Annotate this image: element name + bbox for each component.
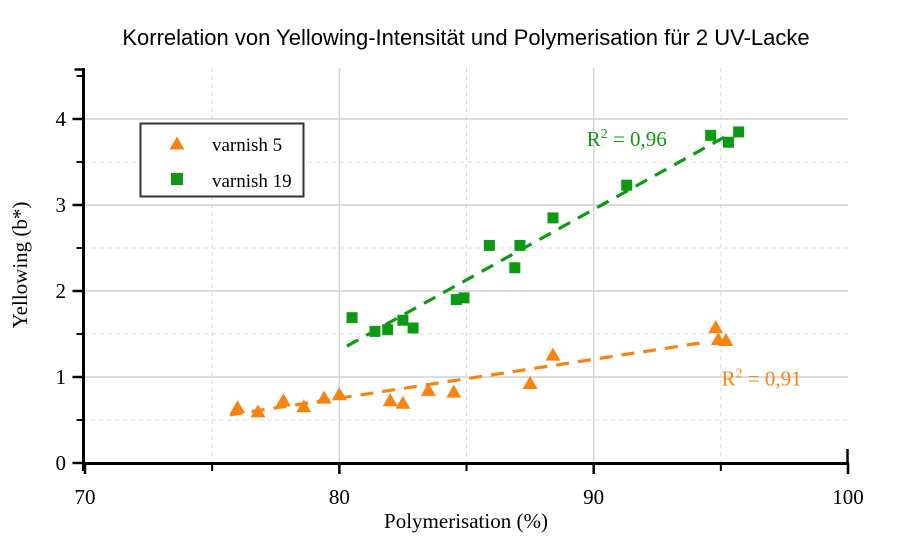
data-point-varnish-19-12 xyxy=(705,129,717,141)
chart-title: Korrelation von Yellowing-Intensität und… xyxy=(122,25,809,50)
r-squared-exponent: 2 xyxy=(601,127,608,142)
y-tick-label-2: 2 xyxy=(56,279,67,303)
data-point-varnish-19-9 xyxy=(514,239,526,251)
trendline-varnish-19 xyxy=(346,134,727,348)
data-point-varnish-19-5 xyxy=(450,294,462,306)
x-tick-label-90: 90 xyxy=(583,485,604,509)
legend: varnish 5 varnish 19 xyxy=(139,122,305,198)
y-tick-label-4: 4 xyxy=(56,107,67,131)
data-point-varnish-19-1 xyxy=(369,325,381,337)
data-point-varnish-19-2 xyxy=(382,324,394,336)
data-point-varnish-5-5 xyxy=(331,387,347,401)
r-squared-label-varnish-5: R2 = 0,91 xyxy=(721,367,801,391)
y-tick-label-1: 1 xyxy=(56,365,67,389)
data-point-varnish-5-8 xyxy=(420,382,436,396)
legend-marker-varnish-19 xyxy=(171,173,183,185)
data-point-varnish-5-7 xyxy=(395,395,411,409)
r-squared-base: R xyxy=(721,367,735,391)
legend-marker-varnish-5 xyxy=(169,136,185,150)
x-axis-label: Polymerisation (%) xyxy=(384,509,548,533)
data-point-varnish-19-0 xyxy=(346,312,358,324)
legend-label-varnish-5: varnish 5 xyxy=(212,135,282,156)
annotations: R2 = 0,96 R2 = 0,91 xyxy=(587,127,802,391)
data-point-varnish-5-0 xyxy=(230,400,246,414)
major-gridlines xyxy=(83,68,848,463)
legend-label-varnish-19: varnish 19 xyxy=(212,171,292,192)
data-point-varnish-5-10 xyxy=(522,376,538,390)
data-point-varnish-5-3 xyxy=(296,399,312,413)
x-tick-label-100: 100 xyxy=(832,485,864,509)
y-tick-label-3: 3 xyxy=(56,193,67,217)
data-point-varnish-19-3 xyxy=(397,314,409,326)
data-point-varnish-5-2 xyxy=(275,393,291,407)
data-point-varnish-19-4 xyxy=(407,322,419,334)
data-point-varnish-5-14 xyxy=(718,333,734,347)
r-squared-base: R xyxy=(587,127,601,151)
axis-ticks xyxy=(72,75,850,474)
data-point-varnish-19-13 xyxy=(722,136,734,148)
data-point-varnish-19-7 xyxy=(483,239,495,251)
r-squared-exponent: 2 xyxy=(735,367,742,382)
y-tick-label-0: 0 xyxy=(56,451,67,475)
data-points xyxy=(230,126,745,418)
trendlines xyxy=(229,134,727,417)
data-point-varnish-5-9 xyxy=(446,384,462,398)
legend-box xyxy=(139,122,305,198)
r-squared-value: = 0,96 xyxy=(608,127,667,151)
data-point-varnish-19-14 xyxy=(733,126,745,138)
data-point-varnish-5-4 xyxy=(316,390,332,404)
data-point-varnish-5-12 xyxy=(708,320,724,334)
data-point-varnish-5-11 xyxy=(545,347,561,361)
x-tick-label-70: 70 xyxy=(75,485,96,509)
trendline-varnish-5 xyxy=(229,341,704,417)
data-point-varnish-19-6 xyxy=(458,292,470,304)
data-point-varnish-19-10 xyxy=(547,212,559,224)
r-squared-label-varnish-19: R2 = 0,96 xyxy=(587,127,667,151)
x-tick-label-80: 80 xyxy=(329,485,350,509)
y-axis-label: Yellowing (b*) xyxy=(8,202,32,329)
data-point-varnish-5-1 xyxy=(250,404,266,418)
data-point-varnish-19-8 xyxy=(509,262,521,274)
data-point-varnish-5-6 xyxy=(382,393,398,407)
data-point-varnish-19-11 xyxy=(621,179,633,191)
r-squared-value: = 0,91 xyxy=(742,367,801,391)
tick-labels: 70 80 90 100 0 1 2 3 4 xyxy=(56,107,864,509)
